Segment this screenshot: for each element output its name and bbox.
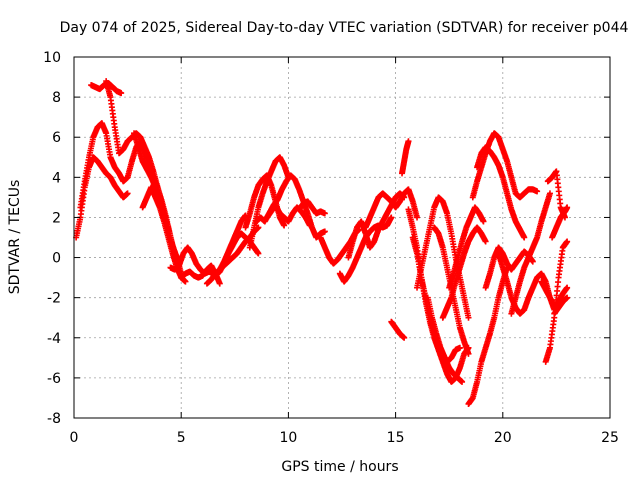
y-tick-label: 4 (52, 170, 61, 186)
plot-frame (73, 56, 611, 419)
series-sat36 (538, 278, 571, 309)
data-point (306, 222, 313, 229)
x-tick-label: 20 (494, 430, 512, 446)
data-point (529, 258, 536, 265)
x-tick-labels: 0 5 10 15 20 25 (70, 430, 619, 446)
series-sat20 (362, 186, 421, 231)
axis-ticks (73, 56, 611, 419)
series-sat16 (296, 198, 328, 217)
data-point (216, 280, 223, 287)
y-tick-label: -6 (47, 371, 61, 387)
series-sat25 (424, 294, 466, 385)
y-tick-label: 2 (52, 210, 61, 226)
series-sat1 (73, 154, 131, 241)
series-sat22 (399, 138, 412, 177)
x-tick-label: 10 (279, 430, 297, 446)
y-tick-label: 10 (43, 50, 61, 66)
data-point (480, 218, 487, 225)
y-tick-labels: -8 -6 -4 -2 0 2 4 6 8 10 (43, 50, 61, 427)
y-tick-label: 6 (52, 130, 61, 146)
series-sat28 (439, 224, 489, 321)
data-point (281, 222, 288, 229)
series-sat39 (549, 204, 571, 241)
data-point (459, 378, 466, 385)
series-sat29 (446, 204, 487, 291)
y-axis-label: SDTVAR / TECUs (7, 180, 23, 295)
data-point (564, 204, 571, 211)
data-point (564, 294, 571, 301)
data-point (321, 210, 328, 217)
series-sat40 (551, 294, 571, 317)
y-tick-label: -8 (47, 411, 61, 427)
data-point (414, 214, 421, 221)
data-point (564, 238, 571, 245)
data-point (118, 90, 125, 97)
series-sat21 (388, 318, 408, 341)
x-tick-label: 5 (177, 430, 186, 446)
y-tick-label: 0 (52, 251, 61, 267)
data-point (456, 344, 463, 351)
y-tick-label: -2 (47, 291, 61, 307)
gridlines (73, 56, 611, 419)
data-point (401, 334, 408, 341)
y-tick-label: 8 (52, 90, 61, 106)
series-sat14 (253, 172, 328, 241)
data-point (388, 214, 395, 221)
x-tick-label: 0 (70, 430, 79, 446)
data-point (534, 188, 541, 195)
data-point (564, 284, 571, 291)
data-points (73, 78, 571, 407)
data-point (482, 238, 489, 245)
y-tick-label: -4 (47, 331, 61, 347)
data-point (465, 314, 472, 321)
data-point (321, 228, 328, 235)
data-point (255, 250, 262, 257)
series-sat38 (542, 238, 571, 365)
series-sat15 (263, 202, 313, 229)
data-point (405, 138, 412, 145)
chart-title: Day 074 of 2025, Sidereal Day-to-day VTE… (60, 20, 629, 36)
x-tick-label: 25 (601, 430, 619, 446)
series-sat35 (495, 250, 558, 317)
series-sat8 (178, 262, 223, 287)
data-point (521, 234, 528, 241)
series-sat32 (474, 144, 528, 241)
series-sat12 (246, 154, 292, 251)
x-tick-label: 15 (387, 430, 405, 446)
data-point (182, 278, 189, 285)
x-axis-label: GPS time / hours (281, 459, 398, 475)
data-point (546, 190, 553, 197)
data-point (465, 350, 472, 357)
data-point (124, 190, 131, 197)
